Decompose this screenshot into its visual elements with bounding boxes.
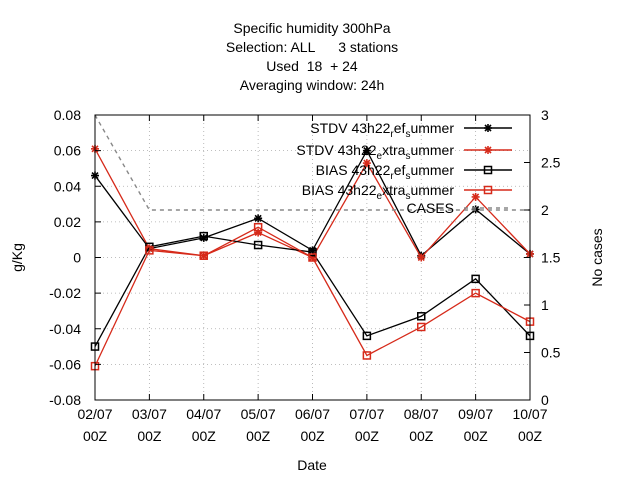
data-point <box>362 331 372 341</box>
legend-marker <box>484 124 492 132</box>
legend-marker <box>483 185 493 195</box>
x-tick-label: 02/07 <box>77 406 112 422</box>
x-tick-label-time: 00Z <box>355 428 380 444</box>
legend-item: STDV 43h22refsummer <box>310 120 512 140</box>
data-point <box>362 146 371 155</box>
data-point <box>471 192 480 201</box>
data-point <box>417 312 426 321</box>
x-tick-label: 08/07 <box>404 406 439 422</box>
axes: 02/07 00Z 03/07 00Z 04/07 00Z 05/07 00Z 06/07 00Z… <box>49 107 561 444</box>
data-point <box>362 159 371 168</box>
x-tick-label: 05/07 <box>241 406 276 422</box>
y2-axis-label: No cases <box>589 228 605 286</box>
legend-item: STDV 43h22extrasummer <box>296 142 512 162</box>
data-point <box>145 246 154 255</box>
legend-marker <box>484 146 492 154</box>
data-point <box>417 253 426 262</box>
legend-label: BIAS 43h22refsummer <box>316 162 455 182</box>
data-point <box>308 247 317 257</box>
y2-tick-label: 0 <box>541 392 549 408</box>
legend-label: STDV 43h22extrasummer <box>296 142 454 162</box>
data-point <box>308 253 317 262</box>
x-tick-label-time: 00Z <box>518 428 543 444</box>
x-tick-label: 03/07 <box>132 406 167 422</box>
legend-label: STDV 43h22refsummer <box>310 120 454 140</box>
x-tick-label: 07/07 <box>349 406 384 422</box>
y2-tick-label: 2.5 <box>541 155 561 171</box>
x-tick-label: 09/07 <box>458 406 493 422</box>
y-tick-label: -0.06 <box>49 356 81 372</box>
y2-tick-label: 0.5 <box>541 345 561 361</box>
legend-item: BIAS 43h22extrasummer <box>302 182 512 202</box>
y-tick-label: 0.08 <box>54 107 81 123</box>
y-tick-label: 0.02 <box>54 214 81 230</box>
series-4 <box>90 222 535 371</box>
y2-tick-label: 1.5 <box>541 250 561 266</box>
title-line: Specific humidity 300hPa <box>233 20 390 36</box>
data-point <box>254 214 263 223</box>
x-tick-label-time: 00Z <box>137 428 162 444</box>
title-line: Selection: ALL 3 stations <box>226 39 398 55</box>
x-tick-label-time: 00Z <box>192 428 217 444</box>
x-tick-label-time: 00Z <box>246 428 271 444</box>
legend-marker <box>483 165 493 175</box>
chart-title: Specific humidity 300hPa Selection: ALL 3… <box>226 20 398 93</box>
data-point <box>362 351 372 360</box>
legend-item: BIAS 43h22refsummer <box>316 162 512 182</box>
title-line: Used 18 + 24 <box>266 58 358 74</box>
x-axis-label: Date <box>297 457 327 473</box>
y-tick-label: 0.04 <box>54 178 81 194</box>
grid <box>95 115 530 400</box>
data-point <box>471 288 480 298</box>
x-tick-label-time: 00Z <box>300 428 325 444</box>
x-tick-label-time: 00Z <box>83 428 108 444</box>
data-point <box>417 322 426 332</box>
series-line <box>94 114 530 211</box>
y-tick-label: -0.08 <box>49 392 81 408</box>
x-tick-label: 10/07 <box>512 406 547 422</box>
series-line <box>94 226 531 367</box>
x-tick-label-time: 00Z <box>409 428 434 444</box>
legend-item: CASES <box>407 200 512 216</box>
data-point <box>253 222 263 232</box>
y-tick-label: -0.02 <box>49 285 81 301</box>
title-line: Averaging window: 24h <box>240 77 385 93</box>
data-point <box>253 240 263 250</box>
legend-label: CASES <box>407 200 454 216</box>
legend-label: BIAS 43h22extrasummer <box>302 182 455 202</box>
y-axis-label: g/Kg <box>9 243 25 272</box>
x-tick-label-time: 00Z <box>464 428 489 444</box>
y-tick-label: 0 <box>73 250 81 266</box>
y-tick-label: 0.06 <box>54 143 81 159</box>
data-point <box>199 251 208 260</box>
y2-tick-label: 1 <box>541 297 549 313</box>
series-line <box>94 235 531 347</box>
data-point <box>471 274 480 284</box>
y2-tick-label: 3 <box>541 107 549 123</box>
y2-tick-label: 2 <box>541 202 549 218</box>
y-tick-label: -0.04 <box>49 321 81 337</box>
x-tick-label: 04/07 <box>186 406 221 422</box>
x-tick-label: 06/07 <box>295 406 330 422</box>
data-point <box>199 231 208 241</box>
series-5 <box>94 114 530 211</box>
